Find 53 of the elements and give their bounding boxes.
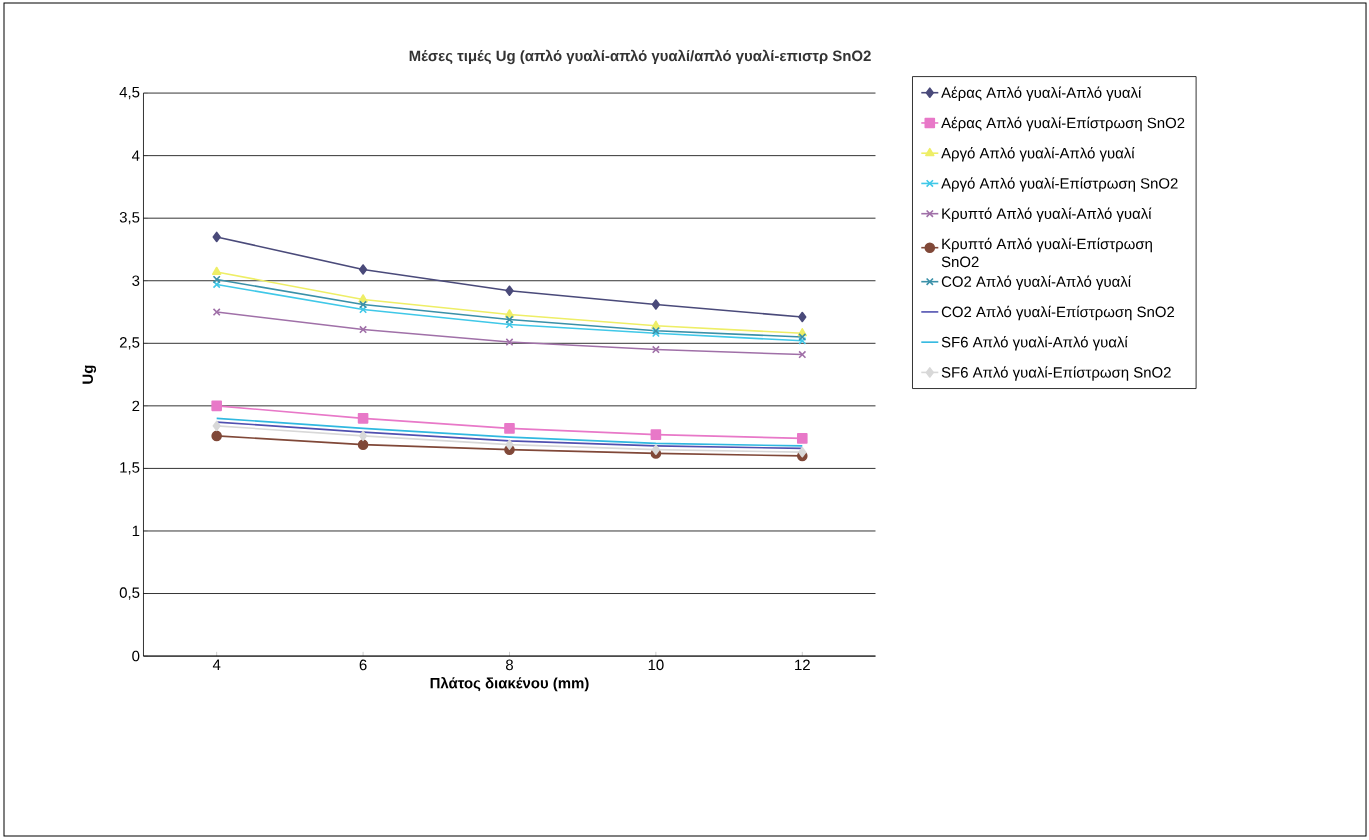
- x-tick-label: 10: [648, 659, 664, 671]
- point: [212, 280, 221, 289]
- point: [505, 439, 514, 450]
- y-tick-label: 2,5: [119, 337, 140, 350]
- legend-label: Κρυπτό Απλό γυαλί-Απλό γυαλί: [942, 207, 1152, 222]
- point: [650, 429, 662, 440]
- point: [651, 444, 661, 455]
- point: [505, 315, 514, 324]
- legend-label: Αέρας Απλό γυαλί-Επίστρωση SnO2: [941, 116, 1185, 132]
- point: [211, 266, 222, 276]
- chart-title: Μέσες τιμές Ug (απλό γυαλί-απλό γυαλί/απλό γυαλί-επιστρ SnO2: [409, 49, 871, 65]
- point: [798, 311, 807, 323]
- x-axis-title: Πλάτος διακένου (mm): [430, 677, 589, 692]
- point: [212, 231, 221, 243]
- point: [358, 430, 368, 442]
- point: [358, 264, 368, 275]
- point: [796, 433, 808, 444]
- x-tick-label: 4: [212, 659, 221, 670]
- y-tick-label: 1,5: [120, 462, 140, 475]
- y-tick-label: 1: [132, 525, 140, 537]
- legend-label: SF6 Απλό γυαλί-Επίστρωση SnO2: [941, 366, 1171, 381]
- legend-label: CO2 Απλό γυαλί-Απλό γυαλί: [941, 275, 1131, 290]
- legend-label: Κρυπτό Απλό γυαλί-Επίστρωση SnO2: [941, 237, 1152, 268]
- x-tick-label: 6: [359, 659, 367, 671]
- point: [798, 446, 807, 458]
- y-tick-label: 2: [132, 400, 140, 412]
- legend-label: SF6 Απλό γυαλί-Απλό γυαλί: [941, 336, 1128, 351]
- point: [211, 430, 222, 442]
- point: [211, 400, 222, 412]
- y-tick-label: 4,5: [119, 86, 140, 100]
- legend-label: Αργό Απλό γυαλί-Απλό γυαλί: [941, 147, 1135, 162]
- legend-label: Αργό Απλό γυαλί-Επίστρωση SnO2: [941, 177, 1178, 192]
- y-tick-label: 3: [132, 275, 140, 287]
- point: [505, 285, 514, 297]
- point: [651, 345, 660, 354]
- y-tick-label: 4: [131, 150, 140, 161]
- point: [798, 350, 807, 359]
- point: [212, 420, 221, 432]
- y-tick-label: 0: [132, 650, 140, 662]
- point: [358, 294, 368, 303]
- point: [504, 423, 515, 434]
- legend-label: CO2 Απλό γυαλί-Επίστρωση SnO2: [941, 305, 1175, 321]
- y-tick-label: 3,5: [119, 212, 140, 225]
- x-tick-label: 12: [795, 659, 810, 671]
- y-axis-title: Ug: [82, 365, 97, 384]
- point: [651, 320, 661, 329]
- point: [357, 439, 369, 450]
- point: [357, 413, 369, 424]
- legend-label: Αέρας Απλό γυαλί-Απλό γυαλί: [941, 86, 1142, 101]
- point: [651, 299, 661, 310]
- y-tick-label: 0,5: [119, 587, 140, 600]
- x-tick-label: 8: [505, 659, 513, 671]
- point: [212, 275, 221, 284]
